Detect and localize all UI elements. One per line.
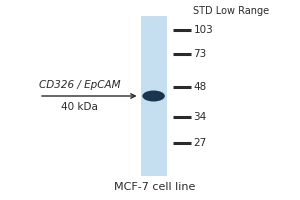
Text: 40 kDa: 40 kDa bbox=[61, 102, 98, 112]
Bar bbox=[141, 16, 167, 176]
Text: CD326 / EpCAM: CD326 / EpCAM bbox=[39, 80, 120, 90]
Text: 48: 48 bbox=[194, 82, 207, 92]
Text: 103: 103 bbox=[194, 25, 213, 35]
Text: 73: 73 bbox=[194, 49, 207, 59]
Ellipse shape bbox=[142, 90, 165, 102]
Text: 27: 27 bbox=[194, 138, 207, 148]
Text: 34: 34 bbox=[194, 112, 207, 122]
Text: STD Low Range: STD Low Range bbox=[193, 6, 269, 16]
Text: MCF-7 cell line: MCF-7 cell line bbox=[114, 182, 195, 192]
